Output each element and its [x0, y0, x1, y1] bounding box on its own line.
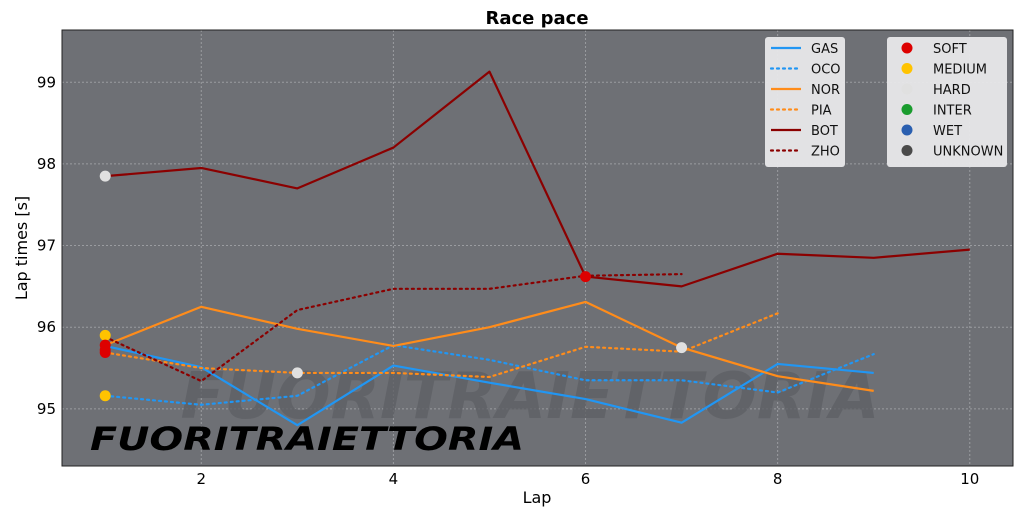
tyre-markers — [99, 170, 688, 402]
legend-label-soft: SOFT — [933, 42, 967, 57]
plot-area — [62, 30, 1013, 466]
legend-label-hard: HARD — [933, 83, 971, 98]
watermark-logo: FUORITRAIETTORIA — [90, 420, 524, 458]
y-tick-label: 98 — [37, 155, 56, 173]
y-tick-label: 97 — [37, 237, 56, 255]
series-line-bot — [105, 70, 970, 288]
tyre-marker-soft — [99, 347, 111, 359]
legend-marker-wet — [901, 124, 913, 136]
x-tick-label: 2 — [197, 470, 207, 488]
compound-legend: SOFT MEDIUM HARD INTER WET UNKNOWN — [887, 37, 1007, 167]
tyre-marker-hard — [676, 342, 688, 354]
legend-label-medium: MEDIUM — [933, 63, 987, 78]
series-line-oco — [104, 344, 875, 406]
x-axis-label: Lap — [523, 488, 552, 507]
plot-frame — [61, 29, 1014, 467]
legend-marker-medium — [901, 63, 913, 74]
series-line-gas — [104, 344, 874, 427]
x-tick-label: 10 — [960, 470, 979, 488]
legend-label-pia: PIA — [811, 104, 832, 119]
x-tick-label: 4 — [389, 470, 399, 488]
legend-marker-unknown — [901, 145, 913, 156]
y-tick-label: 96 — [37, 318, 56, 336]
x-tick-label: 6 — [581, 470, 591, 488]
legend-label-unknown: UNKNOWN — [933, 145, 1003, 160]
legend-label-wet: WET — [933, 124, 962, 139]
chart-title: Race pace — [485, 8, 588, 29]
y-tick-label: 99 — [37, 73, 56, 91]
legend-label-zho: ZHO — [811, 145, 840, 160]
tyre-marker-hard — [291, 367, 303, 379]
tyre-marker-hard — [99, 170, 111, 182]
driver-legend: GAS OCO NOR PIA BOT ZHO — [765, 37, 845, 167]
axis-ticks: 2 4 6 8 10 95 96 97 98 99 — [37, 73, 979, 488]
series-lines — [104, 70, 970, 427]
x-tick-label: 8 — [773, 470, 783, 488]
legend-label-gas: GAS — [811, 42, 838, 57]
legend-label-nor: NOR — [811, 83, 840, 98]
tyre-marker-soft — [580, 271, 592, 283]
legend-label-bot: BOT — [811, 124, 838, 139]
tyre-marker-medium — [99, 390, 111, 402]
series-line-nor — [104, 300, 874, 392]
y-tick-label: 95 — [37, 400, 56, 418]
legend-label-oco: OCO — [811, 63, 841, 78]
legend-marker-inter — [901, 104, 913, 115]
y-axis-label: Lap times [s] — [12, 196, 31, 300]
legend-marker-soft — [901, 42, 913, 54]
tyre-marker-medium — [99, 329, 111, 341]
legend-label-inter: INTER — [933, 104, 972, 119]
legend-marker-hard — [901, 83, 913, 95]
